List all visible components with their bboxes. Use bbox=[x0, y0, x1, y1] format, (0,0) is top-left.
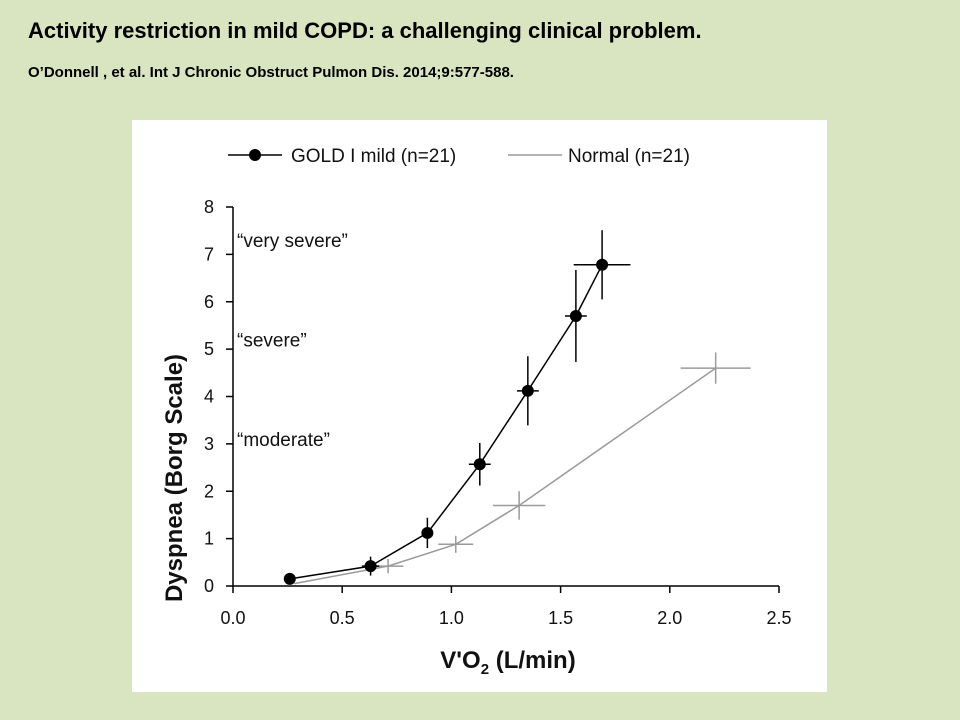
data-point bbox=[473, 458, 486, 471]
data-point bbox=[569, 309, 582, 322]
series-line bbox=[294, 367, 717, 585]
x-tick-label: 0.5 bbox=[330, 608, 355, 628]
slide-title: Activity restriction in mild COPD: a cha… bbox=[28, 18, 702, 43]
x-tick-label: 1.0 bbox=[439, 608, 464, 628]
chart-axes: 0.0 0.5 1.0 1.5 2.0 2.5 0 1 2 3 4 5 6 7 8 bbox=[204, 197, 792, 628]
dyspnea-chart: GOLD I mild (n=21) Normal (n=21) 0.0 0.5 1… bbox=[161, 146, 792, 678]
legend-marker-gold bbox=[249, 149, 261, 161]
x-axis-title-main: V'O bbox=[440, 647, 480, 674]
y-tick-label: 4 bbox=[204, 387, 214, 407]
series-line bbox=[289, 264, 603, 580]
y-tick-label: 0 bbox=[204, 576, 214, 596]
data-point bbox=[596, 258, 609, 271]
y-axis-title: Dyspnea (Borg Scale) bbox=[161, 354, 188, 602]
chart-series bbox=[283, 230, 751, 585]
y-tick-label: 8 bbox=[204, 197, 214, 217]
chart-annotations: “very severe” “severe” “moderate” bbox=[237, 231, 348, 451]
y-tick-label: 7 bbox=[204, 244, 214, 264]
slide-citation: O’Donnell , et al. Int J Chronic Obstruc… bbox=[28, 64, 514, 81]
legend-label-normal: Normal (n=21) bbox=[568, 146, 690, 167]
series-gold-mild bbox=[283, 230, 631, 585]
x-axis-title: V'O2 (L/min) bbox=[440, 647, 575, 678]
y-tick-label: 5 bbox=[204, 339, 214, 359]
x-axis-title-unit: (L/min) bbox=[489, 647, 576, 674]
severity-annotation: “very severe” bbox=[237, 231, 348, 252]
data-point bbox=[421, 526, 434, 539]
y-tick-label: 3 bbox=[204, 434, 214, 454]
y-tick-label: 2 bbox=[204, 481, 214, 501]
data-point bbox=[364, 560, 377, 573]
chart-legend: GOLD I mild (n=21) Normal (n=21) bbox=[228, 146, 690, 167]
y-tick-label: 1 bbox=[204, 529, 214, 549]
chart-panel: GOLD I mild (n=21) Normal (n=21) 0.0 0.5 1… bbox=[132, 120, 827, 692]
y-tick-label: 6 bbox=[204, 292, 214, 312]
series-normal bbox=[294, 352, 751, 585]
legend-label-gold: GOLD I mild (n=21) bbox=[291, 146, 456, 167]
x-tick-label: 2.0 bbox=[657, 608, 682, 628]
x-tick-label: 1.5 bbox=[548, 608, 573, 628]
x-tick-label: 0.0 bbox=[220, 608, 245, 628]
x-axis-title-subscript: 2 bbox=[481, 661, 489, 678]
severity-annotation: “moderate” bbox=[237, 430, 330, 451]
severity-annotation: “severe” bbox=[237, 331, 307, 352]
data-point bbox=[283, 572, 296, 585]
data-point bbox=[521, 384, 534, 397]
x-tick-label: 2.5 bbox=[766, 608, 791, 628]
